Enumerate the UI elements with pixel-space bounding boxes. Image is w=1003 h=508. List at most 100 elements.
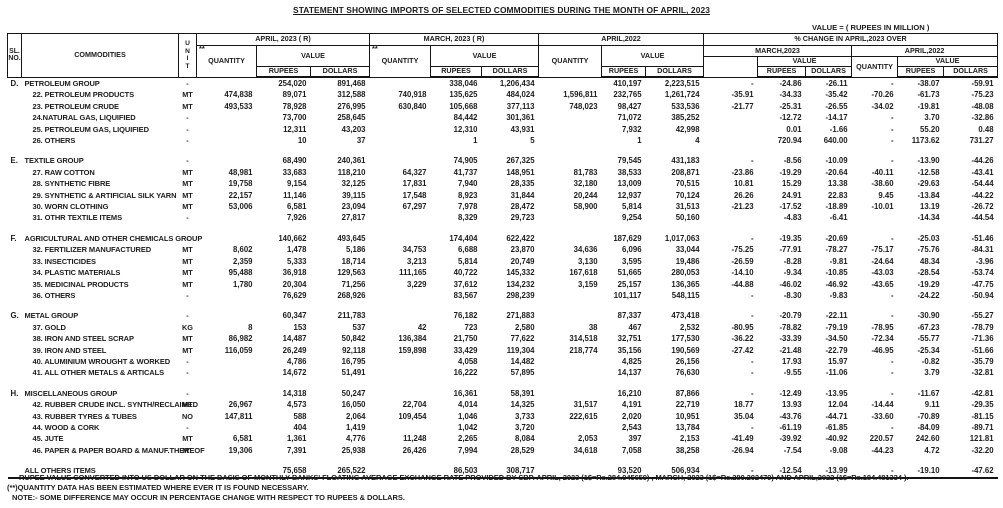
value-cell: 68,490: [282, 156, 307, 166]
value-cell: -9.81: [829, 256, 848, 266]
value-cell: 19,486: [675, 256, 700, 266]
value-cell: -70.26: [871, 90, 894, 100]
value-cell: [197, 310, 257, 321]
value-cell: -: [890, 368, 894, 378]
sl-cell: [8, 445, 22, 456]
value-cell: [704, 135, 758, 146]
value-cell: 6,581: [232, 434, 253, 444]
sl-cell: [8, 167, 22, 178]
col-header-pct-march-quantity: [703, 56, 759, 78]
col-header-dollars: DOLLARS: [805, 66, 853, 78]
value-cell: 153: [293, 322, 307, 332]
value-cell: 4,825: [622, 356, 642, 366]
table-row: 46. PAPER & PAPER BOARD & MANUF.THEREOF M…: [8, 445, 998, 456]
value-cell: [539, 290, 602, 301]
value-cell: 87,866: [675, 388, 700, 398]
col-header-dollars: DOLLARS: [310, 66, 370, 78]
value-cell: -: [890, 233, 894, 243]
sl-cell: G.: [10, 311, 19, 321]
value-cell: 891,468: [337, 79, 366, 88]
value-cell: -25.03: [917, 233, 940, 243]
value-cell: [197, 388, 257, 399]
unit-cell: MT: [182, 256, 193, 266]
spacer-cell: [8, 146, 998, 155]
value-cell: 5,814: [457, 256, 478, 266]
value-cell: 135,625: [449, 90, 478, 100]
unit-cell: -: [186, 388, 189, 398]
value-cell: 118,210: [337, 167, 366, 177]
value-cell: 33,429: [453, 345, 478, 355]
value-cell: 48.34: [920, 256, 940, 266]
value-cell: [539, 356, 602, 367]
value-cell: 14,672: [282, 368, 307, 378]
unit-cell: NO: [182, 411, 193, 421]
commodity-cell: 33. INSECTICIDES: [32, 256, 97, 266]
unit-cell: MT: [182, 245, 193, 255]
value-cell: -: [750, 356, 754, 366]
value-cell: 92,118: [342, 345, 366, 355]
value-cell: -19.29: [779, 167, 802, 177]
value-cell: 129,563: [337, 268, 366, 278]
value-cell: 493,645: [337, 233, 366, 243]
sl-cell: D.: [10, 78, 19, 88]
value-cell: 280,053: [671, 268, 700, 278]
value-cell: 26,426: [402, 445, 427, 455]
sl-cell: [8, 267, 22, 278]
value-cell: -78.27: [825, 245, 848, 255]
value-cell: 338,046: [449, 79, 478, 88]
value-cell: -26.55: [825, 101, 848, 111]
unit-cell: MT: [182, 334, 193, 344]
value-cell: -12.54: [779, 466, 802, 476]
value-cell: [197, 290, 257, 301]
value-cell: -: [890, 124, 894, 134]
col-header-rupees: RUPEES: [757, 66, 807, 78]
value-cell: 140,662: [278, 233, 307, 243]
value-cell: 18.77: [734, 400, 754, 410]
commodity-cell: 22. PETROLEUM PRODUCTS: [32, 90, 135, 100]
table-row: 39. IRON AND STEEL MT 116,059 26,249 92,118 1…: [8, 345, 998, 356]
value-cell: 385,252: [671, 113, 700, 123]
value-cell: 159,898: [398, 345, 427, 355]
value-cell: -75.23: [971, 90, 994, 100]
value-cell: [370, 290, 431, 301]
value-cell: [370, 310, 431, 321]
value-cell: 431,183: [671, 156, 700, 166]
commodity-cell: 40. ALUMINIUM WROUGHT & WORKED: [32, 356, 171, 366]
value-cell: -34.02: [871, 101, 894, 111]
value-cell: -3.96: [975, 256, 994, 266]
value-cell: 50,160: [675, 213, 700, 223]
col-header-pct-april-quantity: QUANTITY: [851, 56, 899, 78]
value-cell: 76,630: [675, 368, 700, 378]
unit-cell: -: [186, 124, 189, 134]
value-cell: 2,020: [622, 411, 642, 421]
value-cell: 83,567: [453, 290, 478, 300]
value-cell: 3,159: [578, 279, 598, 289]
value-cell: -47.75: [971, 279, 994, 289]
quantity-label: QUANTITY: [551, 56, 589, 65]
value-cell: 3,720: [515, 422, 535, 432]
value-cell: [539, 212, 602, 223]
value-cell: 254,020: [278, 79, 307, 88]
sl-cell: [8, 112, 22, 123]
commodity-cell: 35. MEDICINAL PRODUCTS: [32, 279, 129, 289]
value-cell: 19,306: [228, 445, 253, 455]
value-cell: -84.31: [971, 245, 994, 255]
value-cell: 37: [356, 136, 366, 146]
value-cell: 71,072: [617, 113, 642, 123]
value-cell: -12.49: [779, 388, 802, 398]
value-cell: -26.94: [731, 445, 754, 455]
value-cell: 506,934: [671, 466, 700, 476]
value-cell: -: [750, 422, 754, 432]
value-cell: 34,636: [573, 245, 598, 255]
table-row: 22. PETROLEUM PRODUCTS MT 474,838 89,071 312…: [8, 89, 998, 100]
value-cell: -0.82: [921, 356, 940, 366]
value-cell: 14,325: [510, 400, 535, 410]
value-cell: 11,248: [403, 434, 427, 444]
value-cell: 81,783: [573, 167, 598, 177]
value-cell: [197, 124, 257, 135]
col-header-commodities: COMMODITIES: [21, 33, 179, 78]
value-cell: 0.01: [786, 124, 802, 134]
value-cell: -17.52: [779, 202, 802, 212]
value-note-line1: VALUE = ( RUPEES IN MILLION ): [812, 23, 930, 32]
table-row: E. TEXTILE GROUP - 68,490 240,361 74,905 267,3…: [8, 155, 998, 166]
